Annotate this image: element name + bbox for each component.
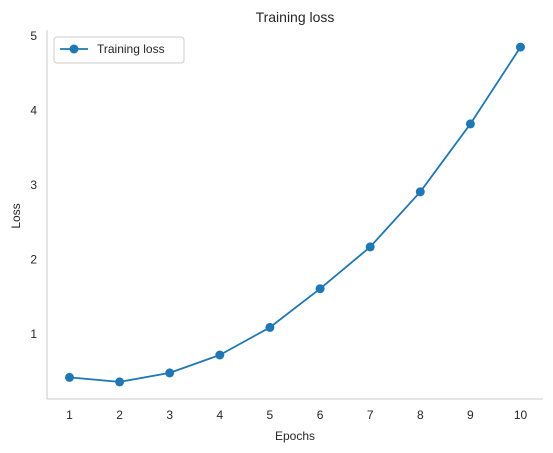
x-tick-label: 10 (514, 408, 528, 422)
legend-box (53, 36, 185, 64)
x-tick-labels: 1 2 3 4 5 6 7 8 9 10 (66, 408, 527, 422)
legend: Training loss (53, 36, 185, 64)
x-tick-label: 2 (116, 408, 123, 422)
y-tick-labels: 1 2 3 4 5 (30, 29, 37, 341)
x-tick-label: 5 (267, 408, 274, 422)
chart-title: Training loss (256, 9, 335, 25)
data-point (415, 187, 425, 197)
data-point (115, 377, 125, 387)
legend-marker-swatch (69, 44, 79, 54)
y-tick-label: 5 (30, 29, 37, 43)
x-tick-label: 4 (216, 408, 223, 422)
data-point (215, 350, 225, 360)
x-tick-label: 3 (166, 408, 173, 422)
data-point (315, 284, 325, 294)
y-axis-label: Loss (9, 203, 23, 228)
legend-label: Training loss (97, 42, 165, 56)
x-tick-label: 1 (66, 408, 73, 422)
y-tick-label: 4 (30, 104, 37, 118)
data-point (365, 242, 375, 252)
series-line (69, 46, 522, 383)
x-tick-label: 7 (367, 408, 374, 422)
data-point (465, 119, 475, 129)
data-point (165, 368, 175, 378)
x-tick-label: 6 (317, 408, 324, 422)
series-layer (65, 42, 525, 387)
data-point (265, 322, 275, 332)
y-tick-label: 1 (30, 327, 37, 341)
data-point (516, 42, 525, 52)
y-tick-label: 2 (30, 253, 37, 267)
y-tick-label: 3 (30, 178, 37, 192)
x-axis-label: Epochs (275, 429, 315, 443)
x-tick-label: 9 (467, 408, 474, 422)
x-tick-label: 8 (417, 408, 424, 422)
data-point (65, 372, 74, 382)
